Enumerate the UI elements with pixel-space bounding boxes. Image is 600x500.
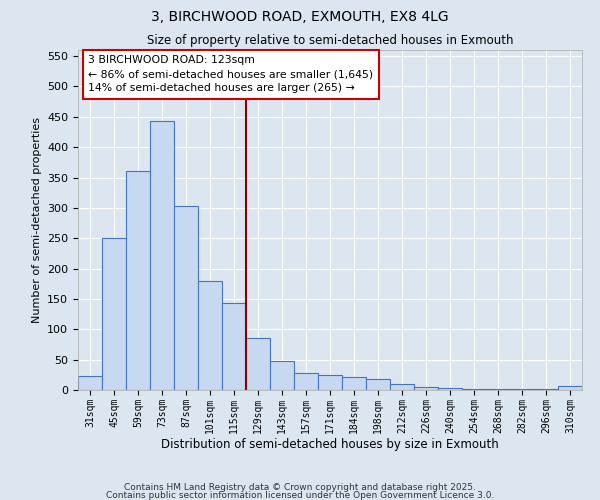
Bar bbox=[438, 388, 462, 390]
Text: 3 BIRCHWOOD ROAD: 123sqm
← 86% of semi-detached houses are smaller (1,645)
14% o: 3 BIRCHWOOD ROAD: 123sqm ← 86% of semi-d… bbox=[88, 55, 373, 93]
Bar bbox=[150, 121, 174, 390]
Bar bbox=[78, 376, 102, 390]
Text: Contains HM Land Registry data © Crown copyright and database right 2025.: Contains HM Land Registry data © Crown c… bbox=[124, 484, 476, 492]
Bar bbox=[126, 172, 150, 390]
Bar bbox=[462, 389, 486, 390]
Bar bbox=[246, 338, 270, 390]
Bar bbox=[102, 238, 126, 390]
Bar bbox=[342, 376, 366, 390]
Bar bbox=[558, 386, 582, 390]
X-axis label: Distribution of semi-detached houses by size in Exmouth: Distribution of semi-detached houses by … bbox=[161, 438, 499, 452]
Text: Contains public sector information licensed under the Open Government Licence 3.: Contains public sector information licen… bbox=[106, 491, 494, 500]
Bar bbox=[270, 362, 294, 390]
Bar bbox=[414, 387, 438, 390]
Y-axis label: Number of semi-detached properties: Number of semi-detached properties bbox=[32, 117, 41, 323]
Bar bbox=[294, 373, 318, 390]
Title: Size of property relative to semi-detached houses in Exmouth: Size of property relative to semi-detach… bbox=[147, 34, 513, 48]
Bar bbox=[390, 384, 414, 390]
Bar bbox=[318, 375, 342, 390]
Bar bbox=[366, 379, 390, 390]
Bar bbox=[174, 206, 198, 390]
Bar bbox=[222, 303, 246, 390]
Bar bbox=[198, 280, 222, 390]
Text: 3, BIRCHWOOD ROAD, EXMOUTH, EX8 4LG: 3, BIRCHWOOD ROAD, EXMOUTH, EX8 4LG bbox=[151, 10, 449, 24]
